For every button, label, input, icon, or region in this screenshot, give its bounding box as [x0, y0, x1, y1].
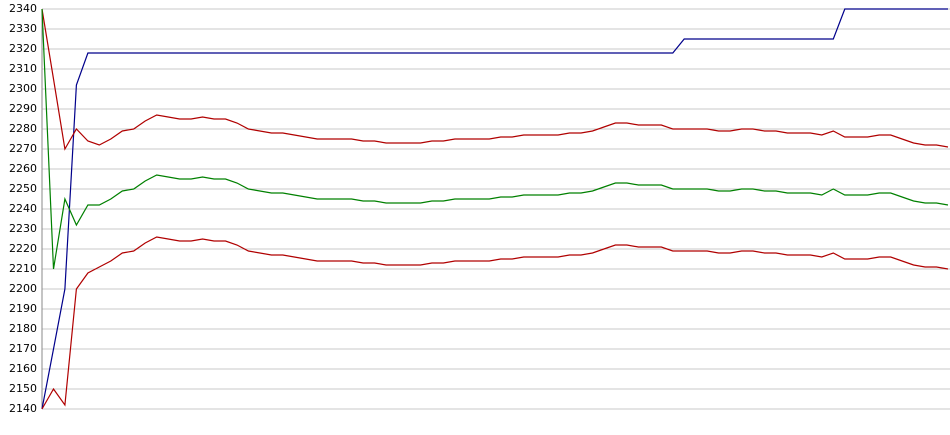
y-tick-label: 2160 [9, 362, 37, 375]
y-tick-label: 2280 [9, 122, 37, 135]
y-tick-label: 2210 [9, 262, 37, 275]
y-tick-label: 2170 [9, 342, 37, 355]
y-tick-label: 2230 [9, 222, 37, 235]
y-tick-label: 2150 [9, 382, 37, 395]
y-tick-label: 2180 [9, 322, 37, 335]
y-tick-label: 2260 [9, 162, 37, 175]
y-tick-label: 2140 [9, 402, 37, 415]
y-tick-label: 2290 [9, 102, 37, 115]
y-tick-label: 2250 [9, 182, 37, 195]
y-tick-label: 2200 [9, 282, 37, 295]
y-tick-label: 2270 [9, 142, 37, 155]
series-line [41, 236, 949, 410]
y-tick-label: 2320 [9, 42, 37, 55]
y-tick-label: 2240 [9, 202, 37, 215]
y-tick-label: 2330 [9, 22, 37, 35]
series-line [41, 8, 949, 151]
y-tick-label: 2300 [9, 82, 37, 95]
y-tick-label: 2340 [9, 2, 37, 15]
series-line [41, 8, 948, 410]
series-line [41, 8, 949, 270]
y-tick-label: 2310 [9, 62, 37, 75]
y-tick-label: 2190 [9, 302, 37, 315]
y-tick-label: 2220 [9, 242, 37, 255]
